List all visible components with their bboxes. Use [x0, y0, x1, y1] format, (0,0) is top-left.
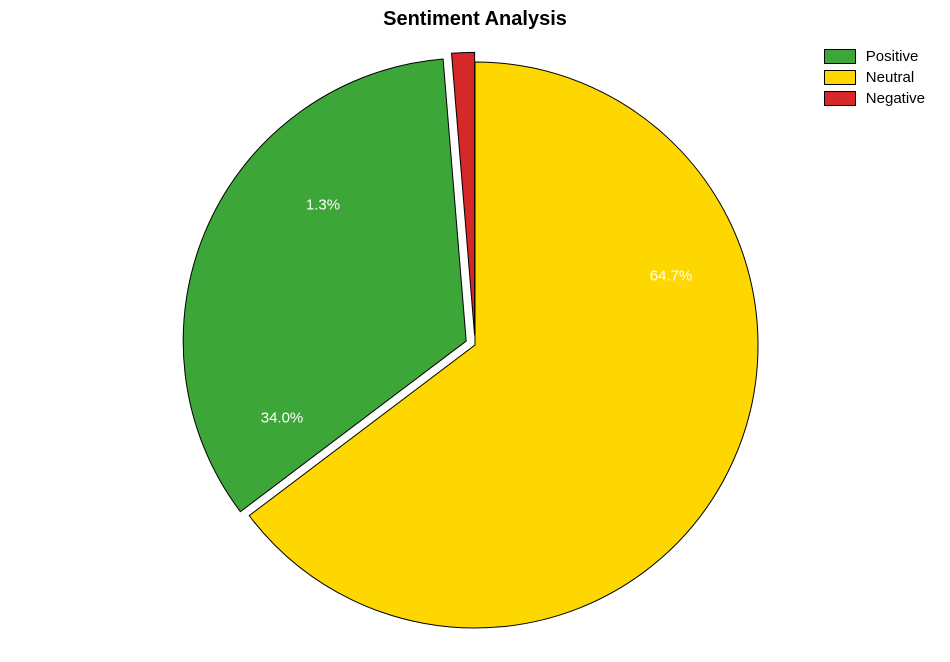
- legend-label-positive: Positive: [866, 48, 919, 65]
- legend-label-negative: Negative: [866, 90, 925, 107]
- legend-swatch-positive: [824, 49, 856, 64]
- legend: Positive Neutral Negative: [824, 48, 925, 107]
- pie-svg: [0, 0, 950, 662]
- legend-item-neutral: Neutral: [824, 69, 925, 86]
- slice-label-positive: 34.0%: [261, 410, 304, 427]
- slice-label-negative: 1.3%: [306, 197, 340, 214]
- legend-swatch-neutral: [824, 70, 856, 85]
- legend-item-negative: Negative: [824, 90, 925, 107]
- pie-chart: [0, 0, 950, 662]
- legend-item-positive: Positive: [824, 48, 925, 65]
- legend-label-neutral: Neutral: [866, 69, 914, 86]
- slice-label-neutral: 64.7%: [650, 268, 693, 285]
- legend-swatch-negative: [824, 91, 856, 106]
